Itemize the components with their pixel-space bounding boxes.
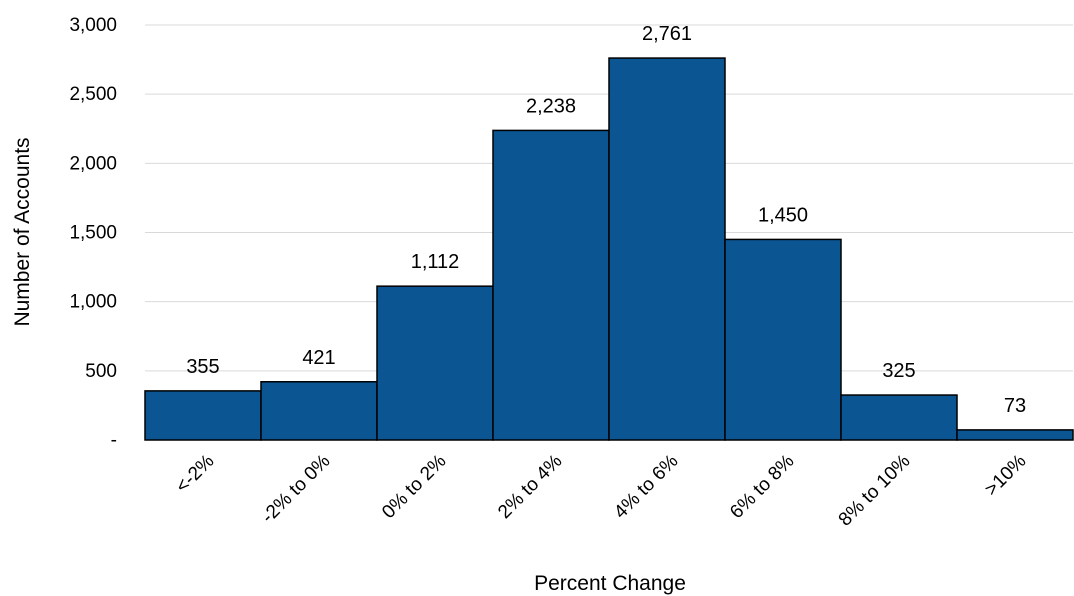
x-tick-label: <-2%	[172, 451, 219, 498]
data-labels: 355 421 1,112 2,238 2,761 1,450 325 73	[186, 23, 1026, 417]
y-axis-title: Number of Accounts	[11, 137, 34, 326]
y-axis-ticks: - 500 1,000 1,500 2,000 2,500 3,000	[69, 15, 117, 451]
bar	[840, 394, 958, 441]
x-tick-label: 2% to 4%	[494, 451, 566, 523]
bars	[144, 57, 1074, 441]
data-label: 2,238	[526, 95, 576, 117]
x-axis-ticks: <-2% -2% to 0% 0% to 2% 2% to 4% 4% to 6% 6% …	[172, 451, 1031, 531]
y-tick-label: 2,500	[69, 84, 117, 105]
data-label: 421	[302, 347, 335, 369]
x-tick-label: >10%	[981, 451, 1031, 501]
data-label: 2,761	[642, 23, 692, 45]
bar	[724, 238, 842, 441]
y-tick-label: 3,000	[69, 15, 117, 36]
data-label: 1,112	[411, 251, 460, 273]
x-tick-label: 6% to 8%	[726, 451, 798, 523]
bar	[144, 390, 262, 441]
data-label: 73	[1004, 395, 1026, 417]
x-tick-label: -2% to 0%	[258, 451, 335, 528]
bar	[956, 429, 1074, 441]
bar	[608, 57, 726, 441]
y-tick-label: -	[111, 430, 117, 451]
x-tick-label: 4% to 6%	[610, 451, 682, 523]
y-tick-label: 1,500	[69, 223, 117, 244]
data-label: 355	[186, 356, 219, 378]
y-tick-label: 1,000	[69, 292, 117, 313]
data-label: 325	[882, 360, 915, 382]
x-tick-label: 0% to 2%	[378, 451, 450, 523]
bar	[260, 381, 378, 441]
y-tick-label: 500	[85, 361, 117, 382]
y-tick-label: 2,000	[69, 153, 117, 174]
x-axis-title: Percent Change	[534, 572, 686, 595]
x-tick-label: 8% to 10%	[835, 451, 915, 531]
data-label: 1,450	[758, 204, 808, 226]
bar	[376, 285, 494, 441]
bar	[492, 129, 610, 441]
